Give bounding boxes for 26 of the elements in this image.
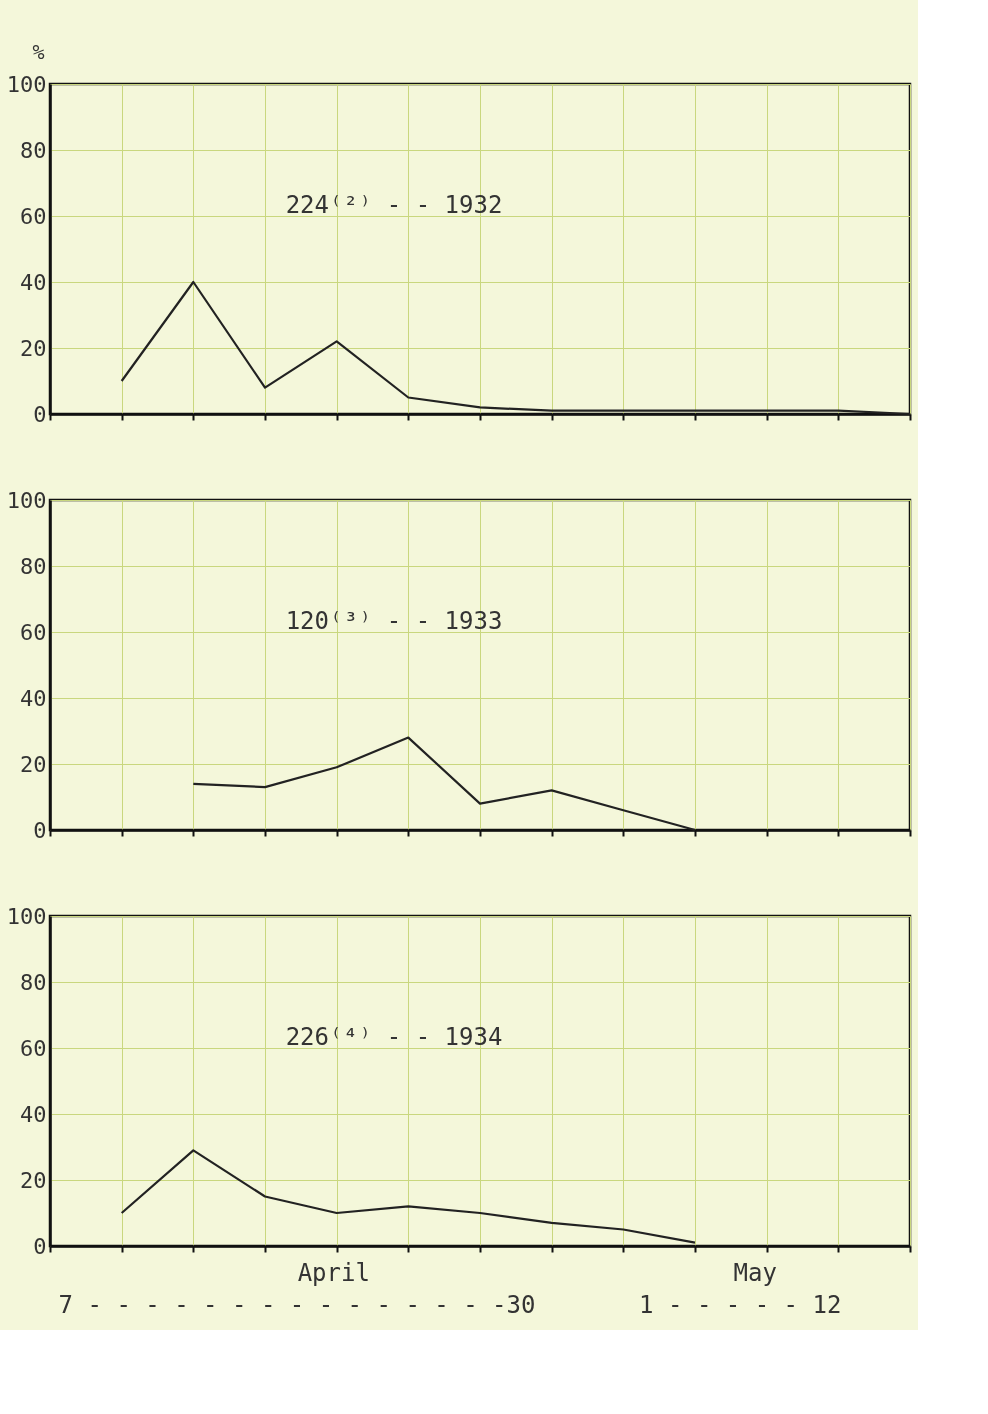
- y-tick-label: 60: [20, 203, 47, 229]
- y-tick-label: 60: [20, 619, 47, 645]
- y-tick-label: 20: [20, 751, 47, 777]
- text: 226⁽⁴⁾ - - 1934: [285, 1023, 503, 1052]
- y-tick-label: 0: [33, 817, 47, 843]
- y-tick-label: 80: [20, 969, 47, 995]
- y-tick-label: 80: [20, 137, 47, 163]
- y-tick-label: 40: [20, 685, 47, 711]
- y-tick-label: 40: [20, 269, 47, 295]
- y-tick-label: 80: [20, 553, 47, 579]
- text: April: [297, 1259, 370, 1287]
- text: 120⁽³⁾ - - 1933: [285, 607, 503, 636]
- text: 1 - - - - - 12: [639, 1291, 842, 1319]
- y-tick-label: 0: [33, 401, 47, 427]
- y-tick-label: 20: [20, 1167, 47, 1193]
- text: 7 - - - - - - - - - - - - - - -30: [58, 1291, 536, 1319]
- text: May: [733, 1259, 777, 1287]
- y-tick-label: 20: [20, 335, 47, 361]
- y-tick-label: 100: [6, 487, 47, 513]
- y-axis-title: %: [32, 39, 45, 64]
- y-tick-label: 60: [20, 1035, 47, 1061]
- y-tick-label: 100: [6, 903, 47, 929]
- y-tick-label: 40: [20, 1101, 47, 1127]
- y-tick-label: 100: [6, 71, 47, 97]
- y-tick-label: 0: [33, 1233, 47, 1259]
- text: 224⁽²⁾ - - 1932: [285, 191, 503, 220]
